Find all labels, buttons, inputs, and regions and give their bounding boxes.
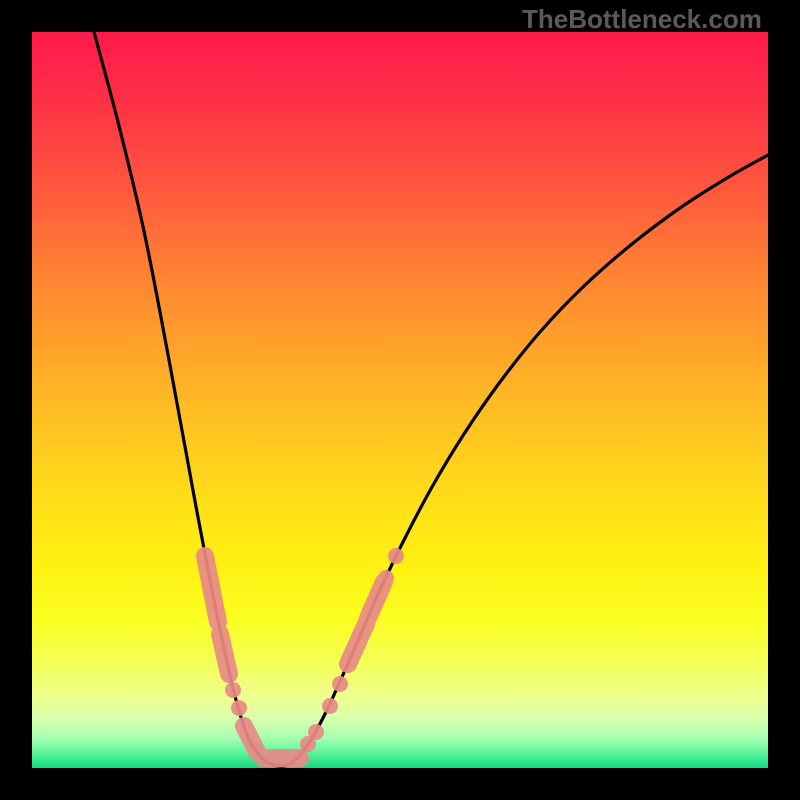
watermark-text: TheBottleneck.com	[522, 4, 762, 35]
marker-capsule	[244, 726, 257, 752]
chart-svg	[32, 32, 768, 768]
marker-dot	[322, 698, 338, 714]
marker-dot	[388, 548, 404, 564]
bottleneck-curve	[94, 32, 768, 766]
data-markers	[205, 548, 404, 758]
marker-dot	[231, 700, 247, 716]
marker-dot	[332, 676, 348, 692]
marker-capsule	[368, 582, 384, 618]
marker-dot	[225, 682, 241, 698]
marker-dot	[378, 570, 394, 586]
marker-capsule	[205, 556, 218, 622]
plot-area	[32, 32, 768, 768]
marker-capsule	[348, 624, 366, 664]
marker-capsule	[220, 634, 229, 674]
marker-dot	[308, 724, 324, 740]
